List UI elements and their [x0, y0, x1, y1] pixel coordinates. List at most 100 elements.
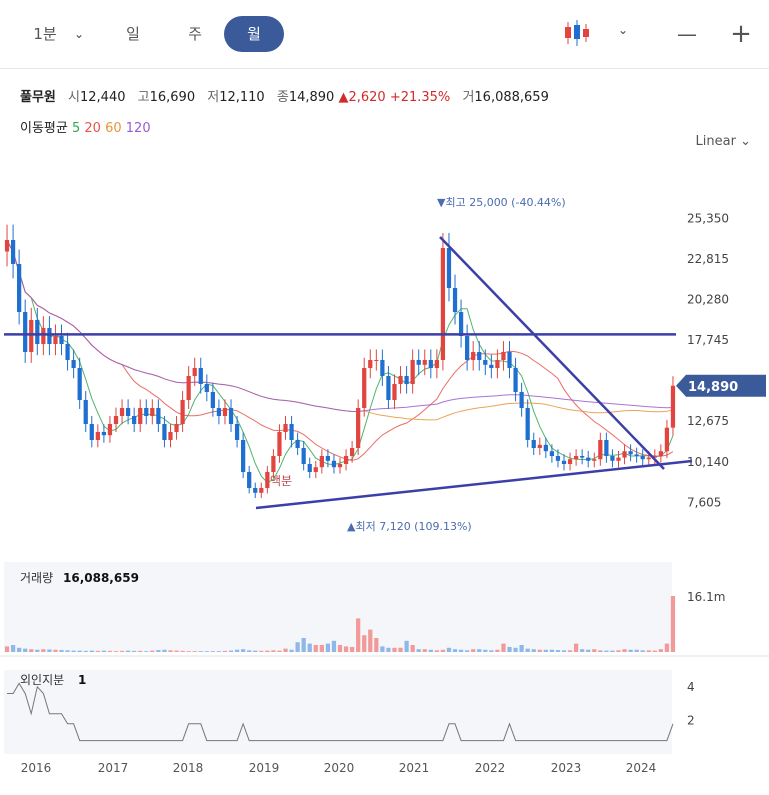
volume-bar [580, 649, 585, 652]
ma-60-line [6, 239, 674, 421]
x-tick-label: 2019 [249, 761, 280, 775]
candle-body [531, 440, 536, 448]
candle-body [247, 472, 252, 488]
candle-body [119, 408, 125, 416]
chart-type-chevron-icon[interactable]: ⌄ [618, 23, 629, 37]
ma-legend[interactable]: 이동평균 5 20 60 120 [20, 117, 151, 136]
volume-bar [125, 650, 131, 652]
candle-body [101, 432, 107, 436]
volume-bar [247, 650, 252, 652]
candle-body [4, 240, 10, 252]
volume-bar [543, 649, 548, 652]
candle-body [313, 467, 318, 472]
candle-body [573, 456, 579, 460]
tab-week[interactable]: 주 [188, 25, 202, 43]
x-tick-label: 2022 [475, 761, 506, 775]
volume-bar [41, 649, 46, 652]
zoom-out-button[interactable]: — [677, 22, 697, 46]
volume-bar [555, 650, 561, 652]
candle-body [265, 472, 270, 488]
volume-bar [29, 649, 34, 652]
x-tick-label: 2020 [324, 761, 355, 775]
up-arrow-icon: ▲ [338, 90, 349, 105]
volume-bar [198, 651, 203, 652]
volume-bar [259, 650, 264, 652]
volume-bar [640, 650, 645, 652]
volume-bar [4, 646, 10, 652]
volume-bar [634, 649, 639, 652]
foreign-tick-label: 2 [687, 713, 695, 727]
candle-body [107, 424, 113, 436]
candle-body [580, 456, 585, 458]
candlestick-icon[interactable] [562, 18, 592, 48]
candle-body [567, 459, 573, 464]
candle-body [658, 451, 663, 456]
candle-body [198, 368, 203, 384]
candle-body [222, 408, 228, 416]
volume-bar [598, 650, 603, 652]
candle-body [234, 424, 240, 440]
candle-body [95, 432, 100, 440]
tab-day[interactable]: 일 [126, 25, 140, 43]
candle-body [670, 385, 676, 428]
candle-body [295, 440, 300, 448]
candle-body [555, 456, 561, 461]
volume-bar [410, 645, 415, 652]
volume-bar [271, 650, 276, 652]
candle-body [283, 424, 288, 432]
ma-5: 5 [71, 121, 81, 136]
candle-body [47, 328, 52, 344]
volume-bar [180, 650, 185, 652]
scale-selector[interactable]: Linear ⌄ [696, 134, 751, 149]
candle-body [228, 408, 234, 424]
volume-bar [119, 650, 125, 652]
candle-body [331, 460, 337, 468]
volume-bar [452, 649, 458, 652]
volume-bar [471, 649, 476, 652]
volume-bar [362, 635, 367, 652]
x-tick-label: 2016 [21, 761, 52, 775]
candle-body [71, 360, 76, 368]
volume-bar [561, 650, 567, 652]
candle-body [537, 444, 542, 448]
candle-body [83, 400, 88, 424]
candle-body [598, 440, 603, 460]
tab-month[interactable]: 월 [224, 16, 284, 52]
candle-body [125, 408, 131, 416]
volume-bar [307, 643, 312, 652]
volume-bar [567, 650, 573, 652]
zoom-in-button[interactable]: + [730, 19, 752, 49]
candle-body [380, 360, 385, 376]
volume-panel-label: 거래량 [20, 571, 53, 585]
volume-bar [186, 651, 191, 652]
y-tick-label: 20,280 [687, 293, 729, 307]
volume-bar [483, 649, 488, 652]
interval-selector[interactable]: 1분 [33, 25, 57, 43]
high-label: 고 [137, 90, 150, 105]
candle-body [144, 408, 149, 416]
volume-bar [168, 650, 173, 652]
volume-bar [325, 643, 331, 652]
volume-bar [313, 645, 318, 652]
volume-bar [501, 643, 506, 652]
foreign-tick-label: 4 [687, 680, 695, 694]
candle-body [35, 320, 40, 344]
current-price-badge [676, 374, 766, 397]
candle-body [477, 352, 482, 360]
candle-body [398, 376, 403, 384]
candle-body [422, 360, 427, 365]
candle-body [392, 384, 397, 400]
volume-bar [592, 649, 597, 652]
volume-bar [319, 645, 324, 652]
candle-body [452, 288, 458, 312]
chevron-down-icon[interactable]: ⌄ [74, 27, 85, 41]
current-price-label: 14,890 [688, 380, 738, 395]
volume-bar [507, 646, 512, 652]
volume-bar [77, 650, 82, 652]
x-tick-label: 2023 [551, 761, 582, 775]
volume-bar [440, 649, 446, 652]
candle-body [458, 312, 464, 336]
candle-body [59, 336, 64, 344]
volume-bar [301, 638, 306, 652]
